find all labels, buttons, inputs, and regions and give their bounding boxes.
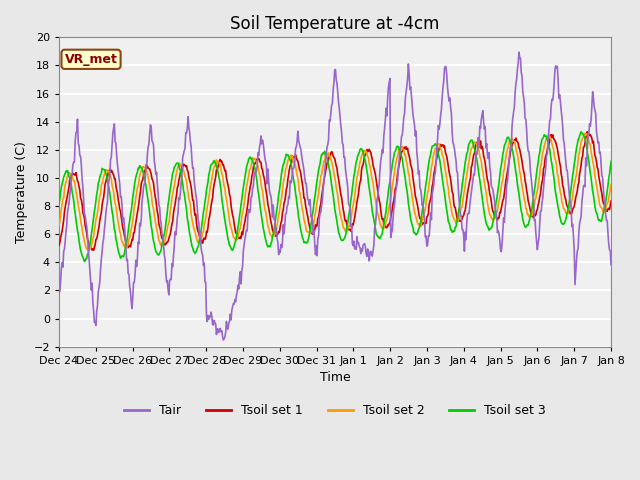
Y-axis label: Temperature (C): Temperature (C) — [15, 141, 28, 243]
Title: Soil Temperature at -4cm: Soil Temperature at -4cm — [230, 15, 440, 33]
Legend: Tair, Tsoil set 1, Tsoil set 2, Tsoil set 3: Tair, Tsoil set 1, Tsoil set 2, Tsoil se… — [119, 399, 551, 422]
Text: VR_met: VR_met — [65, 53, 118, 66]
X-axis label: Time: Time — [320, 372, 351, 384]
